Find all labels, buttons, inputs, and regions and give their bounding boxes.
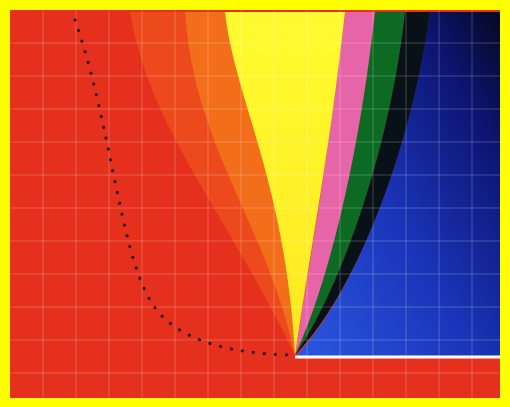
page: html, body { margin: 0; padding: 0; widt… (0, 0, 510, 407)
heat-map-image (0, 0, 510, 407)
page-body: {} (0, 0, 510, 407)
